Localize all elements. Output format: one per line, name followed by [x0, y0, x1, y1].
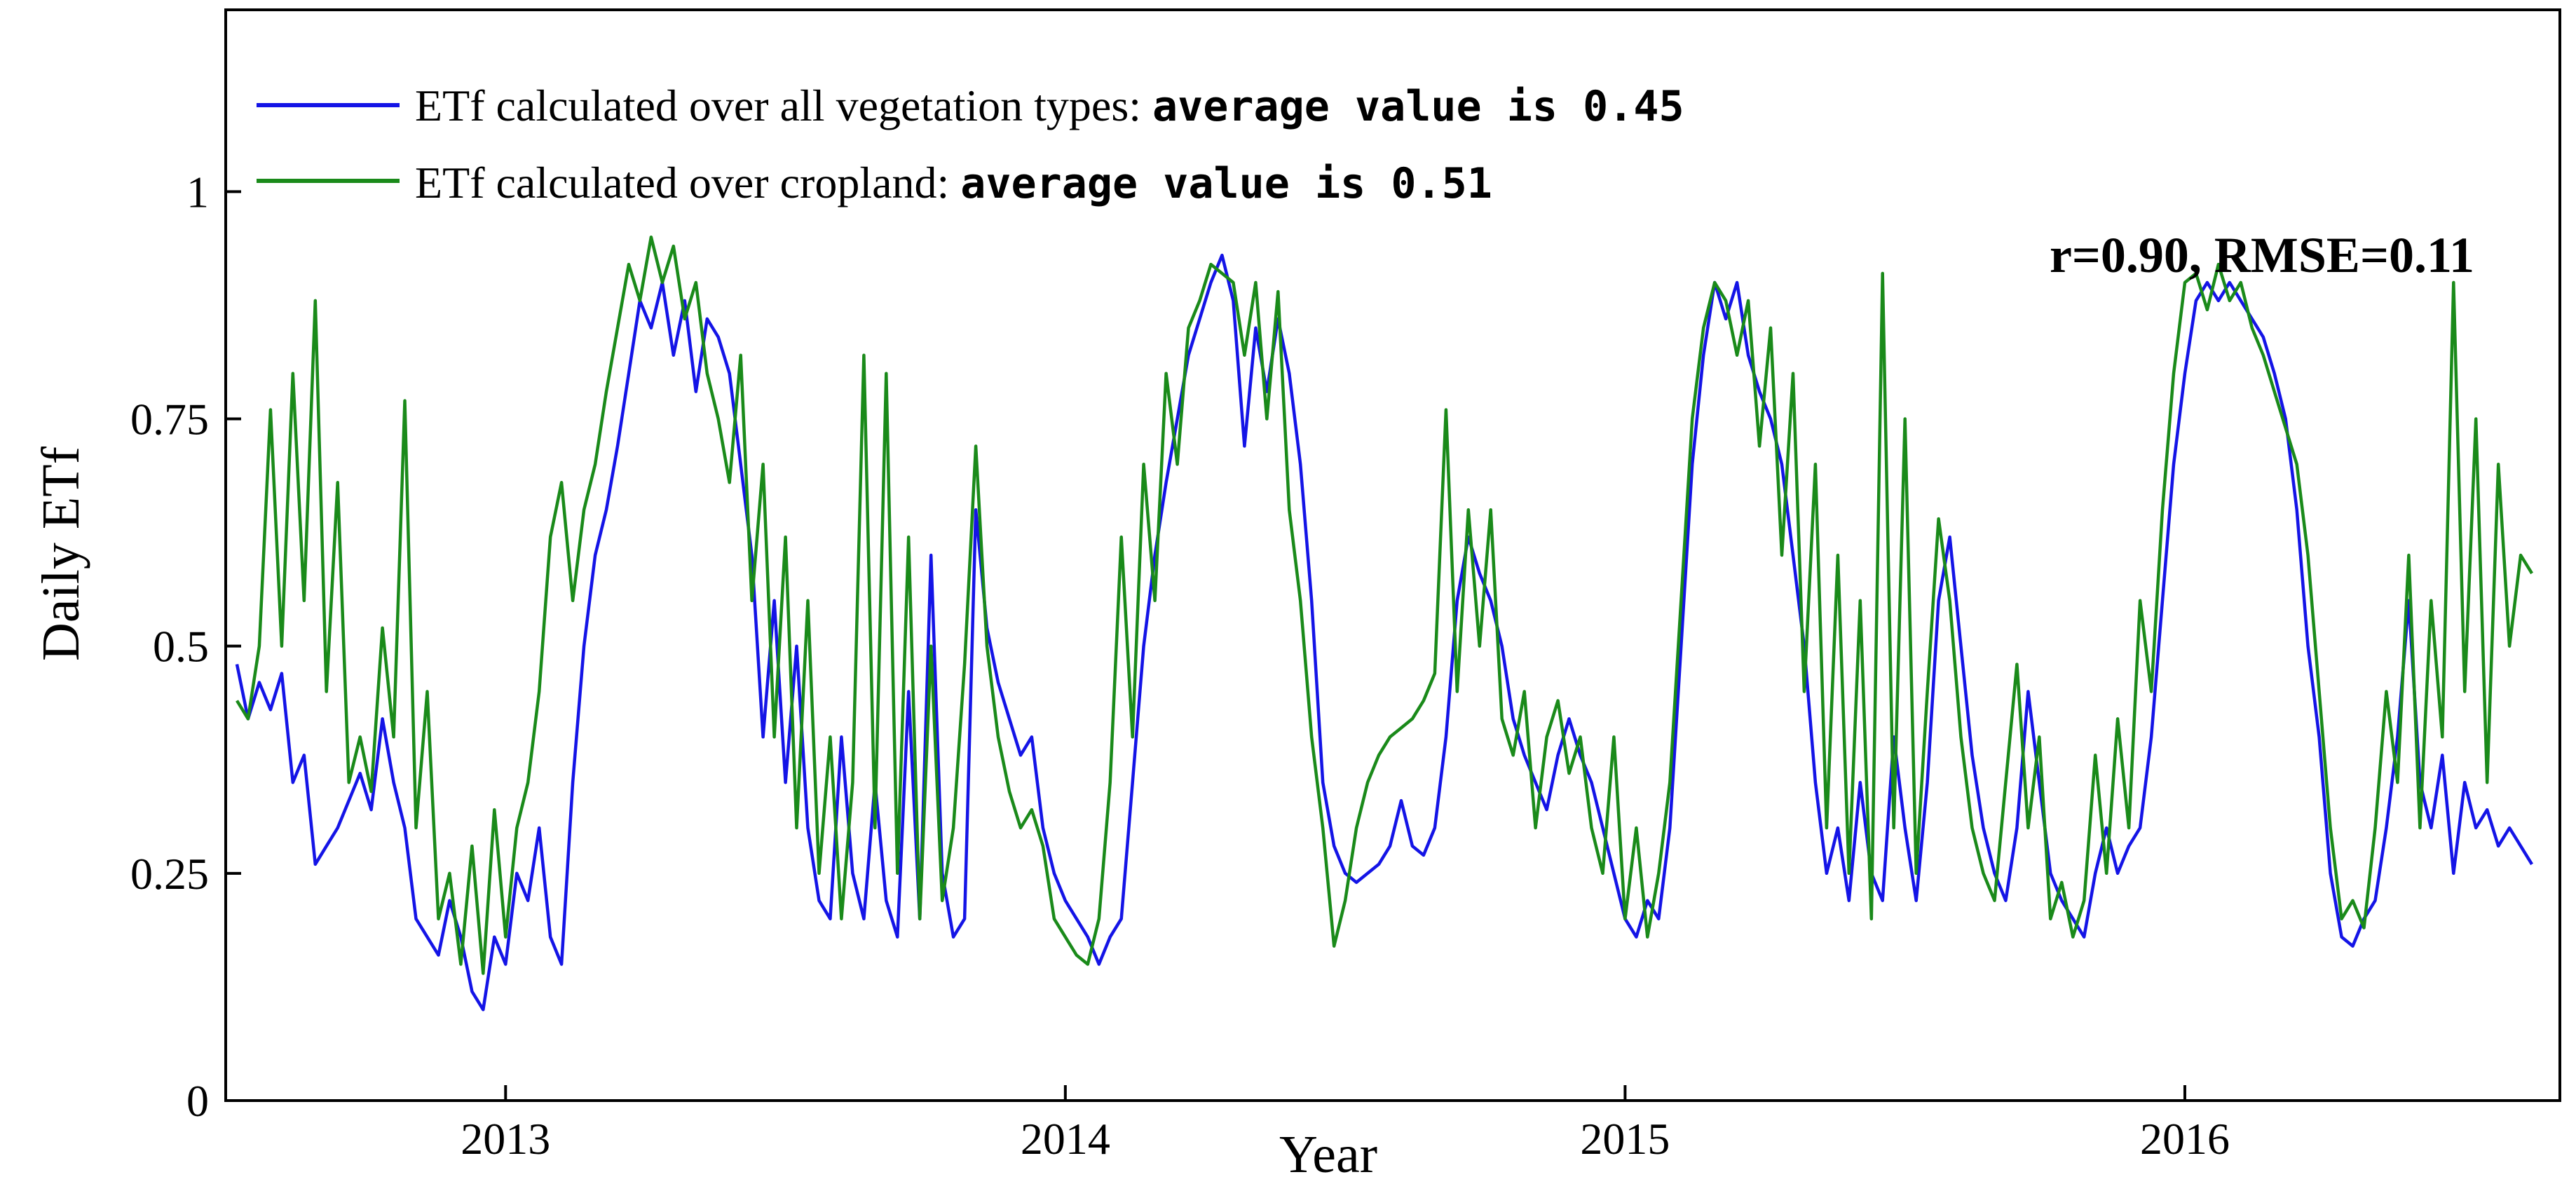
x-axis-ticks: 2013 2014 2015 2016: [461, 1085, 2230, 1164]
x-tick-label: 2016: [2140, 1114, 2230, 1164]
y-tick-label: 1: [186, 167, 209, 217]
y-tick-label: 0.75: [130, 395, 209, 444]
legend-label-cropland: ETf calculated over cropland: average va…: [415, 158, 1492, 208]
series-line-all-vegetation: [235, 253, 2534, 1012]
y-axis-title: Daily ETf: [32, 446, 90, 661]
x-axis-title: Year: [1279, 1125, 1377, 1184]
x-tick-label: 2014: [1021, 1114, 1110, 1164]
x-tick-label: 2015: [1580, 1114, 1670, 1164]
stats-annotation: r=0.90, RMSE=0.11: [2050, 227, 2474, 283]
y-tick-label: 0: [186, 1076, 209, 1126]
y-tick-label: 0.25: [130, 849, 209, 899]
x-tick-label: 2013: [461, 1114, 550, 1164]
legend-label-all-vegetation: ETf calculated over all vegetation types…: [415, 81, 1684, 131]
y-axis-ticks: 0 0.25 0.5 0.75 1: [130, 167, 241, 1126]
legend: ETf calculated over all vegetation types…: [257, 81, 1684, 208]
plot-frame: [224, 8, 2561, 1102]
y-tick-label: 0.5: [153, 622, 209, 672]
series-line-cropland: [236, 235, 2534, 975]
series-layer: [235, 235, 2534, 1012]
